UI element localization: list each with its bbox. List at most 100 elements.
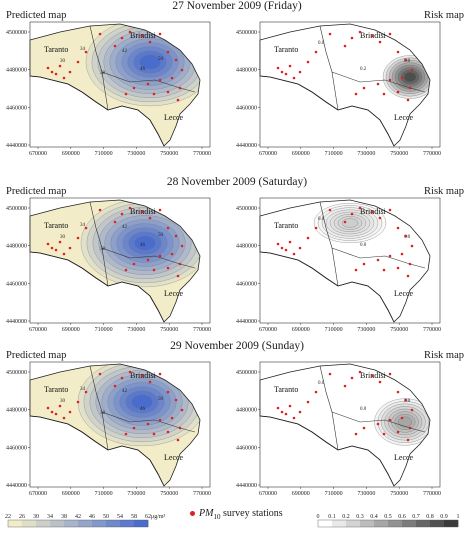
- station-marker: [284, 72, 288, 76]
- predicted-map-2: 30 34 38 42 46 50 Taranto Brindisi Lecce 670000 69…: [6, 197, 211, 333]
- contour-label: 50: [158, 233, 164, 238]
- station-marker: [98, 32, 102, 36]
- station-marker: [132, 426, 136, 430]
- city-label-lecce: Lecce: [164, 289, 184, 298]
- province-border: [331, 247, 426, 269]
- station-marker: [132, 262, 136, 266]
- station-marker: [166, 266, 170, 270]
- predicted-map-label: Predicted map: [6, 186, 67, 197]
- station-marker: [148, 380, 152, 384]
- legend-swatch: [346, 520, 361, 527]
- station-marker: [288, 240, 292, 244]
- station-marker: [362, 262, 366, 266]
- contour-label: 0.0: [360, 243, 367, 248]
- station-marker: [166, 50, 170, 54]
- city-label-brindisi: Brindisi: [130, 31, 157, 40]
- station-marker: [354, 92, 358, 96]
- y-tick-label: 4500000: [236, 206, 257, 212]
- station-marker: [292, 252, 296, 256]
- x-tick-label: 730000: [127, 327, 145, 333]
- legend-tick-label: 58: [131, 514, 137, 520]
- station-marker: [276, 66, 280, 70]
- contour-label: 0.0: [360, 407, 367, 412]
- y-tick-label: 4460000: [6, 281, 27, 287]
- contour-band: [134, 235, 156, 251]
- x-tick-label: 670000: [259, 491, 277, 497]
- station-marker: [76, 236, 80, 240]
- contour-label: 46: [140, 243, 146, 248]
- station-marker: [404, 58, 408, 62]
- y-tick-label: 4460000: [236, 281, 257, 287]
- x-tick-label: 690000: [62, 491, 80, 497]
- station-marker: [54, 72, 58, 76]
- risk-map-label: Risk map: [424, 350, 464, 361]
- x-tick-label: 730000: [127, 151, 145, 157]
- contour-label: 38: [100, 247, 106, 252]
- station-marker: [180, 68, 184, 72]
- x-tick-label: 710000: [95, 151, 113, 157]
- city-label-lecce: Lecce: [394, 453, 414, 462]
- station-marker: [146, 258, 150, 262]
- row-1: 27 November 2009 (Friday) Predicted map …: [0, 0, 474, 170]
- station-marker: [388, 208, 392, 212]
- province-border: [89, 365, 109, 451]
- row-title: 28 November 2009 (Saturday): [166, 176, 308, 188]
- station-marker: [358, 30, 362, 34]
- x-tick-label: 770000: [193, 327, 211, 333]
- city-label-brindisi: Brindisi: [130, 207, 157, 216]
- predicted-map-label: Predicted map: [6, 350, 67, 361]
- station-marker: [178, 426, 182, 430]
- legend-swatch: [332, 520, 347, 527]
- risk-map-label: Risk map: [424, 186, 464, 197]
- station-marker: [378, 40, 382, 44]
- y-tick-label: 4480000: [236, 244, 257, 250]
- station-marker: [176, 98, 180, 102]
- contour-band: [341, 218, 359, 228]
- legend-tick-label: 34: [47, 514, 53, 520]
- y-tick-label: 4440000: [6, 319, 27, 325]
- station-marker: [388, 418, 392, 422]
- city-label-brindisi: Brindisi: [130, 371, 157, 380]
- legend-bar: 22 26 30 34 38 42 46 50 54 58 62 μg/m³ 0 0.1 0.2 0.3 0.4…: [5, 514, 460, 528]
- y-tick-label: 4500000: [6, 370, 27, 376]
- station-marker: [170, 76, 174, 80]
- province-border: [319, 25, 339, 111]
- station-marker: [354, 268, 358, 272]
- y-tick-label: 4500000: [6, 206, 27, 212]
- x-tick-label: 770000: [193, 151, 211, 157]
- x-tick-label: 730000: [127, 491, 145, 497]
- coastline-south: [29, 415, 165, 487]
- station-marker: [328, 208, 332, 212]
- station-marker: [158, 32, 162, 36]
- station-marker: [328, 32, 332, 36]
- x-tick-label: 670000: [259, 151, 277, 157]
- contour-label: 30: [60, 59, 66, 64]
- station-marker: [98, 208, 102, 212]
- station-marker: [146, 422, 150, 426]
- station-marker: [358, 370, 362, 374]
- station-marker: [174, 398, 178, 402]
- legend-swatch: [120, 520, 135, 527]
- province-border: [101, 411, 196, 433]
- legend-tick-label: 0.7: [412, 514, 420, 520]
- legend-swatch: [78, 520, 93, 527]
- contour-label: 46: [140, 67, 146, 72]
- station-marker: [284, 248, 288, 252]
- contour-label: 0.0: [404, 399, 411, 404]
- station-marker: [376, 422, 380, 426]
- province-border: [331, 411, 426, 433]
- y-tick-label: 4500000: [6, 30, 27, 36]
- city-label-taranto: Taranto: [44, 221, 68, 230]
- station-marker: [306, 236, 310, 240]
- station-marker: [124, 432, 128, 436]
- x-tick-label: 770000: [423, 151, 441, 157]
- city-label-lecce: Lecce: [164, 453, 184, 462]
- station-marker: [350, 36, 354, 40]
- contour-label: 50: [158, 57, 164, 62]
- contour-label: 0.0: [404, 59, 411, 64]
- station-marker: [62, 76, 66, 80]
- risk-map-2: 0.0 0.0 0.0 Taranto Brindisi Lecce 670000 69000…: [236, 197, 441, 333]
- station-marker: [404, 398, 408, 402]
- station-marker-icon: [190, 511, 195, 517]
- land-area: [260, 24, 430, 146]
